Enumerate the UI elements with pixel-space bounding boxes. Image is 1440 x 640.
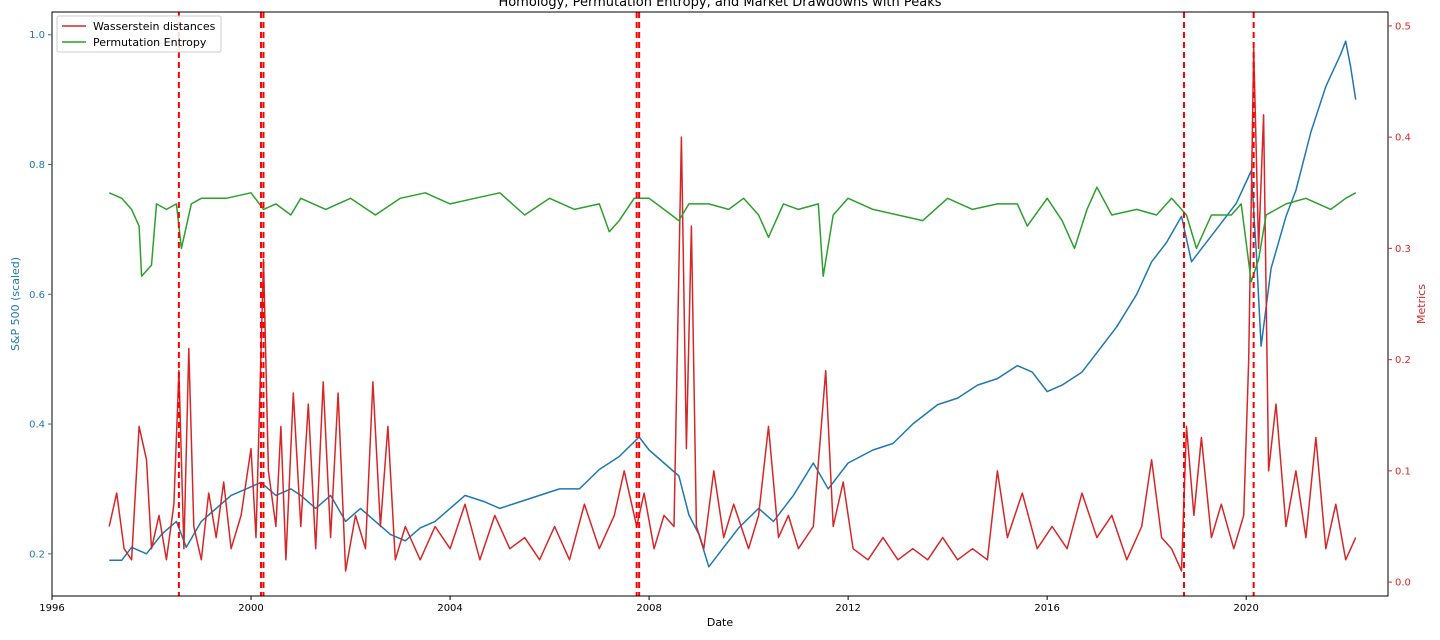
chart-title: Homology, Permutation Entropy, and Marke…	[498, 0, 941, 10]
y-left-tick-label-2: 0.6	[29, 290, 45, 301]
legend: Wasserstein distances Permutation Entrop…	[56, 15, 222, 53]
x-tick-label-0: 1996	[39, 603, 64, 614]
x-tick-label-2: 2004	[437, 603, 462, 614]
y-left-tick-label-1: 0.4	[29, 420, 45, 431]
plot-frame	[51, 11, 1389, 597]
y-right-tick-label-5: 0.5	[1395, 21, 1411, 32]
x-tick-label-3: 2008	[636, 603, 661, 614]
y-right-tick-label-1: 0.1	[1395, 466, 1411, 477]
y-left-tick-label-4: 1.0	[29, 30, 45, 41]
axis-layer: 1996 2000 2004 2008 2012 2016 2020 0.2 0.4 0.6 0.8…	[29, 21, 1411, 614]
y-left-tick-label-0: 0.2	[29, 549, 45, 560]
y-right-tick-label-2: 0.2	[1395, 355, 1411, 366]
series-line-permutation-entropy	[108, 186, 1357, 283]
x-tick-label-5: 2016	[1034, 603, 1059, 614]
y-right-tick-label-4: 0.4	[1395, 133, 1411, 144]
y-left-tick-label-3: 0.8	[29, 160, 45, 171]
series-line-s-p-500-scaled	[109, 40, 1357, 568]
y-right-axis-label: Metrics	[1415, 284, 1428, 324]
y-left-axis-label: S&P 500 (scaled)	[9, 257, 22, 351]
legend-box	[56, 15, 222, 53]
legend-label-wasserstein: Wasserstein distances	[93, 20, 216, 33]
plot-layer	[108, 12, 1357, 596]
x-tick-label-1: 2000	[238, 603, 263, 614]
y-right-tick-label-3: 0.3	[1395, 244, 1411, 255]
legend-label-entropy: Permutation Entropy	[93, 36, 207, 49]
x-axis-label: Date	[707, 616, 734, 629]
x-tick-label-4: 2012	[835, 603, 860, 614]
plot-area	[108, 12, 1357, 596]
y-right-tick-label-0: 0.0	[1395, 578, 1411, 589]
x-tick-label-6: 2020	[1233, 603, 1258, 614]
series-line-wasserstein-distances	[108, 47, 1357, 572]
